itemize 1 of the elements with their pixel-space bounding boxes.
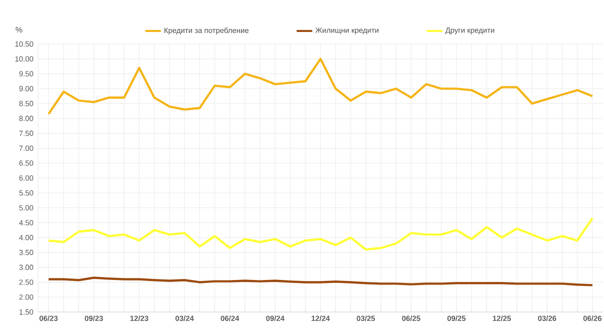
- line-series: [47, 58, 594, 116]
